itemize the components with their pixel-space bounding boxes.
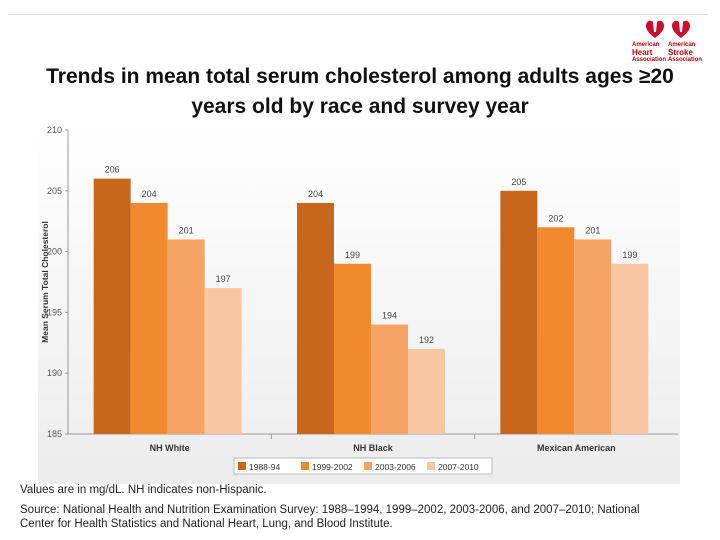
bar-2007-2010-NH Black bbox=[408, 348, 445, 434]
data-label: 192 bbox=[419, 335, 434, 345]
title-line-2: years old by race and survey year bbox=[191, 95, 529, 118]
title-line-1: Trends in mean total serum cholesterol a… bbox=[46, 65, 674, 88]
data-label: 201 bbox=[585, 225, 600, 235]
data-label: 197 bbox=[216, 274, 231, 284]
legend-swatch bbox=[238, 462, 246, 470]
bar-1988-94-Mexican American bbox=[500, 190, 538, 434]
data-label: 206 bbox=[105, 165, 120, 175]
aha-logo: American Heart Association American Stro… bbox=[628, 18, 708, 68]
data-label: 201 bbox=[179, 225, 194, 235]
bar-2007-2010-NH White bbox=[204, 288, 242, 434]
legend-swatch bbox=[364, 462, 372, 470]
data-label: 194 bbox=[382, 311, 397, 321]
y-tick-label: 195 bbox=[47, 307, 62, 317]
data-label: 204 bbox=[142, 189, 157, 199]
y-tick-label: 185 bbox=[47, 429, 62, 439]
y-tick-label: 205 bbox=[47, 186, 62, 196]
legend-label: 1988-94 bbox=[249, 462, 280, 472]
data-label: 204 bbox=[308, 189, 323, 199]
legend-swatch bbox=[427, 462, 435, 470]
chart-panel: 185 190 195 200 205 210 Mean Serum Total Chole… bbox=[38, 122, 680, 484]
aha-logo-text: American Heart Association bbox=[632, 42, 667, 63]
bar-1999-2002-NH Black bbox=[334, 263, 371, 434]
x-tick-label: NH Black bbox=[353, 443, 394, 453]
bar-2003-2006-NH Black bbox=[371, 324, 408, 434]
heart-torch-icon bbox=[646, 20, 690, 38]
footer-strip bbox=[0, 532, 720, 540]
bar-chart: 185 190 195 200 205 210 Mean Serum Total Chole… bbox=[40, 125, 678, 475]
data-label: 199 bbox=[345, 250, 360, 260]
y-tick-label: 200 bbox=[47, 247, 62, 257]
y-tick-label: 190 bbox=[47, 368, 62, 378]
data-label: 202 bbox=[548, 213, 563, 223]
bar-1988-94-NH Black bbox=[297, 202, 334, 434]
top-divider bbox=[8, 14, 708, 15]
source-note: Source: National Health and Nutrition Ex… bbox=[20, 504, 640, 530]
legend-label: 1999-2002 bbox=[312, 462, 353, 472]
y-tick-label: 210 bbox=[47, 125, 62, 135]
bar-1988-94-NH White bbox=[93, 178, 131, 434]
bar-2003-2006-Mexican American bbox=[574, 239, 612, 434]
legend-label: 2003-2006 bbox=[375, 462, 416, 472]
bar-2003-2006-NH White bbox=[167, 239, 205, 434]
x-tick-label: Mexican American bbox=[537, 443, 616, 453]
data-label: 199 bbox=[622, 250, 637, 260]
x-tick-label: NH White bbox=[150, 443, 190, 453]
top-bar bbox=[0, 0, 720, 18]
bar-2007-2010-Mexican American bbox=[611, 263, 649, 434]
y-axis-label: Mean Serum Total Cholesterol bbox=[40, 221, 50, 343]
bar-1999-2002-Mexican American bbox=[537, 227, 575, 434]
legend-swatch bbox=[301, 462, 309, 470]
slide-title: Trends in mean total serum cholesterol a… bbox=[20, 62, 700, 122]
asa-logo-text: American Stroke Association bbox=[668, 42, 703, 63]
data-label: 205 bbox=[511, 177, 526, 187]
bar-1999-2002-NH White bbox=[130, 202, 168, 434]
legend-label: 2007-2010 bbox=[438, 462, 479, 472]
values-note: Values are in mg/dL. NH indicates non-Hi… bbox=[20, 484, 267, 496]
